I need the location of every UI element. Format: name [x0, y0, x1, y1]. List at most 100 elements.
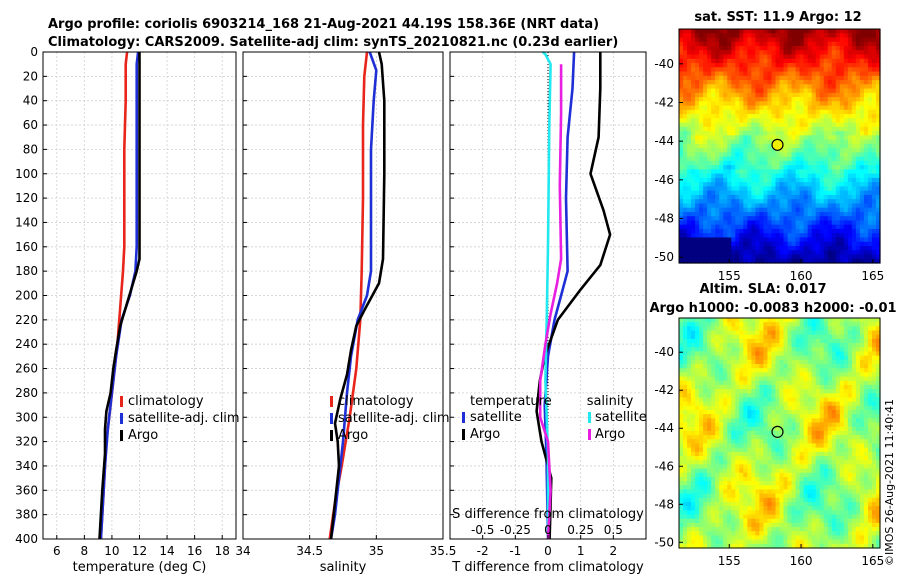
heatmap-cell: [819, 355, 825, 361]
heatmap-cell: [835, 241, 841, 247]
heatmap-cell: [815, 430, 821, 436]
heatmap-cell: [867, 122, 873, 128]
heatmap-cell: [827, 330, 833, 336]
heatmap-cell: [867, 216, 873, 222]
heatmap-cell: [719, 410, 724, 415]
heatmap-cell: [839, 472, 845, 478]
heatmap-cell: [803, 143, 809, 149]
heatmap-cell: [795, 435, 801, 440]
heatmap-cell: [831, 326, 837, 332]
heatmap-cell: [763, 165, 769, 170]
heatmap-cell: [847, 355, 853, 361]
heatmap-cell: [739, 88, 744, 94]
heatmap-cell: [827, 190, 833, 196]
x-tick-label: 16: [187, 544, 202, 558]
heatmap-cell: [863, 245, 869, 251]
heatmap-cell: [703, 343, 708, 348]
heatmap-cell: [723, 67, 728, 73]
heatmap-cell: [755, 186, 760, 192]
heatmap-cell: [851, 160, 857, 166]
heatmap-cell: [787, 322, 793, 327]
heatmap-cell: [767, 182, 773, 188]
heatmap-cell: [743, 476, 748, 482]
heatmap-cell: [719, 254, 724, 260]
heatmap-cell: [835, 165, 841, 170]
heatmap-cell: [815, 190, 821, 196]
heatmap-cell: [875, 63, 881, 68]
heatmap-cell: [859, 330, 865, 336]
heatmap-cell: [855, 207, 861, 213]
heatmap-cell: [803, 101, 809, 107]
heatmap-cell: [711, 368, 716, 373]
heatmap-cell: [843, 118, 849, 124]
heatmap-cell: [727, 254, 732, 260]
heatmap-cell: [679, 364, 684, 369]
heatmap-cell: [691, 92, 696, 98]
heatmap-cell: [859, 63, 865, 68]
heatmap-cell: [751, 322, 756, 327]
heatmap-cell: [731, 228, 736, 234]
heatmap-cell: [823, 380, 829, 386]
heatmap-cell: [711, 122, 716, 128]
heatmap-cell: [695, 368, 700, 373]
heatmap-cell: [727, 384, 732, 390]
heatmap-cell: [747, 456, 752, 461]
heatmap-cell: [723, 58, 728, 64]
heatmap-cell: [807, 71, 813, 77]
heatmap-cell: [875, 143, 881, 149]
heatmap-cell: [703, 46, 708, 51]
heatmap-cell: [699, 152, 704, 158]
heatmap-cell: [851, 401, 857, 407]
heatmap-cell: [711, 451, 716, 457]
heatmap-cell: [863, 182, 869, 188]
heatmap-cell: [795, 389, 801, 394]
heatmap-cell: [679, 338, 684, 344]
heatmap-cell: [711, 228, 716, 234]
heatmap-cell: [707, 447, 712, 453]
heatmap-cell: [759, 322, 765, 327]
heatmap-cell: [731, 351, 736, 357]
heatmap-cell: [751, 430, 756, 436]
heatmap-cell: [811, 224, 817, 230]
heatmap-cell: [803, 334, 809, 340]
heatmap-cell: [763, 447, 769, 453]
heatmap-cell: [691, 254, 696, 260]
heatmap-cell: [835, 443, 841, 449]
y-tick-label: 200: [15, 289, 38, 303]
heatmap-cell: [847, 156, 853, 162]
heatmap-cell: [795, 456, 801, 461]
heatmap-cell: [795, 451, 801, 457]
heatmap-cell: [819, 216, 825, 222]
heatmap-cell: [719, 372, 724, 378]
y-tick-label: -42: [654, 95, 674, 109]
heatmap-cell: [771, 228, 777, 234]
heatmap-cell: [783, 258, 789, 264]
heatmap-cell: [791, 37, 797, 43]
heatmap-cell: [739, 439, 744, 445]
heatmap-cell: [803, 254, 809, 260]
heatmap-cell: [719, 33, 724, 39]
heatmap-cell: [831, 207, 837, 213]
heatmap-cell: [847, 364, 853, 369]
heatmap-cell: [691, 109, 696, 115]
heatmap-cell: [695, 75, 700, 81]
heatmap-cell: [695, 364, 700, 369]
heatmap-cell: [783, 245, 789, 251]
heatmap-cell: [807, 88, 813, 94]
heatmap-cell: [703, 397, 708, 403]
heatmap-cell: [859, 237, 865, 243]
heatmap-cell: [851, 114, 857, 119]
heatmap-cell: [803, 389, 809, 394]
heatmap-cell: [683, 451, 688, 457]
heatmap-cell: [875, 203, 881, 209]
heatmap-cell: [855, 211, 861, 217]
heatmap-cell: [807, 114, 813, 119]
heatmap-cell: [747, 430, 752, 436]
heatmap-cell: [847, 464, 853, 470]
heatmap-cell: [819, 169, 825, 175]
heatmap-cell: [691, 135, 696, 141]
heatmap-cell: [719, 37, 724, 43]
heatmap-cell: [743, 414, 748, 419]
heatmap-cell: [867, 418, 873, 424]
heatmap-cell: [687, 481, 692, 486]
